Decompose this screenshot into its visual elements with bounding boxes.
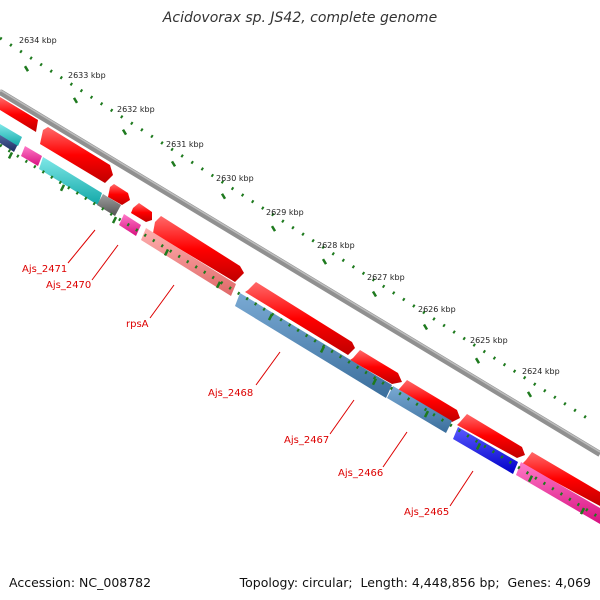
- feature-cyan-small: [0, 124, 22, 146]
- feature-red-10: [522, 452, 600, 506]
- inner-major-tick: [423, 410, 430, 418]
- feature-red-2: [40, 127, 113, 183]
- gene-label-ajs-2468: Ajs_2468: [208, 388, 253, 399]
- inner-major-tick: [267, 313, 274, 321]
- topology-label: Topology:: [239, 575, 299, 590]
- length-value: 4,448,856 bp: [411, 575, 496, 590]
- genome-stats: Topology: circular; Length: 4,448,856 bp…: [239, 575, 591, 590]
- feature-magenta-2: [119, 214, 141, 236]
- gene-label-ajs-2467: Ajs_2467: [284, 435, 329, 446]
- feature-steelblue-1: [235, 293, 392, 398]
- feature-red-6: [245, 282, 355, 355]
- accession-label: Accession:: [9, 575, 76, 590]
- feature-red-1: [0, 97, 38, 132]
- tick-label: 2626 kbp: [418, 305, 456, 314]
- tick-label: 2628 kbp: [317, 241, 355, 250]
- major-tick: [121, 128, 128, 136]
- feature-red-9: [457, 414, 525, 458]
- feature-red-4: [131, 203, 152, 222]
- tick-label: 2631 kbp: [166, 140, 204, 149]
- tick-label: 2634 kbp: [19, 36, 57, 45]
- inner-major-tick: [59, 184, 66, 192]
- major-tick: [474, 357, 481, 364]
- tick-label: 2632 kbp: [117, 105, 155, 114]
- backbone: [0, 89, 600, 457]
- tick-label: 2627 kbp: [367, 273, 405, 282]
- inner-tick-ring: [0, 143, 600, 520]
- topology-value: circular: [302, 575, 349, 590]
- feature-red-5: [153, 216, 244, 282]
- gene-label-ajs-2470: Ajs_2470: [46, 280, 91, 291]
- gene-label-ajs-2466: Ajs_2466: [338, 468, 383, 479]
- tick-label: 2630 kbp: [216, 174, 254, 183]
- major-tick: [72, 97, 79, 104]
- inner-major-tick: [319, 345, 326, 353]
- major-tick: [526, 391, 533, 398]
- feature-cyan-long: [39, 157, 102, 205]
- feature-steelblue-2: [387, 386, 452, 433]
- gene-label-ajs-2471: Ajs_2471: [22, 264, 67, 275]
- inner-major-tick: [111, 216, 118, 224]
- feature-red-8: [397, 380, 460, 422]
- tick-label: 2625 kbp: [470, 336, 508, 345]
- feature-red-3: [108, 184, 130, 205]
- tick-label: 2624 kbp: [522, 367, 560, 376]
- accession-info: Accession: NC_008782: [9, 575, 151, 590]
- feature-blue: [453, 427, 518, 474]
- tick-label: 2633 kbp: [68, 71, 106, 80]
- tick-label: 2629 kbp: [266, 208, 304, 217]
- forward-features: [0, 97, 600, 506]
- major-tick: [371, 290, 378, 298]
- major-tick: [270, 225, 277, 232]
- gene-label-ajs-2465: Ajs_2465: [404, 507, 449, 518]
- accession-value: NC_008782: [79, 575, 152, 590]
- map-title: Acidovorax sp. JS42, complete genome: [162, 10, 438, 26]
- label-connectors: [67, 229, 474, 507]
- genes-label: Genes:: [507, 575, 552, 590]
- inner-major-tick: [527, 475, 534, 483]
- inner-major-tick: [371, 378, 378, 386]
- feature-red-7: [350, 350, 402, 384]
- inner-major-tick: [475, 442, 482, 450]
- gene-label-rpsa: rpsA: [126, 319, 149, 330]
- inner-major-tick: [215, 281, 222, 289]
- major-tick: [170, 160, 177, 168]
- inner-major-tick: [7, 151, 14, 160]
- gene-labels: Ajs_2471 Ajs_2470 rpsA Ajs_2468 Ajs_2467…: [22, 264, 449, 518]
- major-tick: [422, 323, 429, 331]
- major-tick: [321, 258, 328, 265]
- tick-labels: 2634 kbp 2633 kbp 2632 kbp 2631 kbp 2630 kbp…: [19, 36, 560, 376]
- feature-grey: [97, 194, 121, 216]
- length-label: Length:: [360, 575, 408, 590]
- major-tick: [220, 193, 227, 200]
- outer-tick-ring: [0, 36, 591, 422]
- inner-major-tick: [579, 507, 586, 515]
- major-tick: [23, 65, 30, 72]
- genes-value: 4,069: [555, 575, 591, 590]
- inner-major-tick: [163, 248, 170, 256]
- feature-magenta-1: [21, 146, 42, 166]
